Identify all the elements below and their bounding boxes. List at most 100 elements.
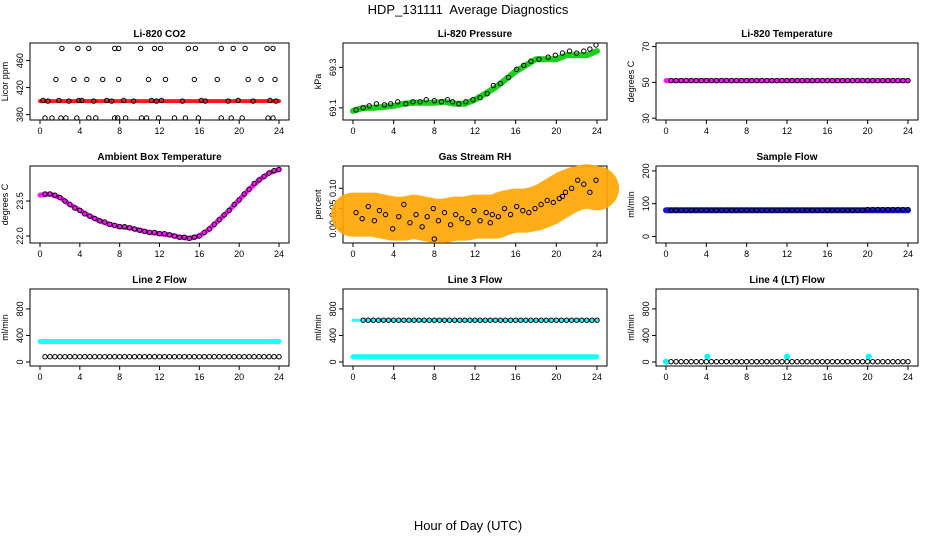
data-point xyxy=(272,76,278,83)
y-tick-label: 400 xyxy=(328,328,338,343)
data-point xyxy=(718,358,725,365)
data-point xyxy=(483,209,489,216)
data-point xyxy=(774,77,780,84)
data-point xyxy=(236,354,242,360)
data-point xyxy=(905,77,911,84)
data-point xyxy=(389,226,396,232)
data-point xyxy=(678,77,684,84)
x-axis-label: Hour of Day (UTC) xyxy=(413,518,523,533)
panel-title: Ambient Box Temperature xyxy=(97,152,222,163)
data-point xyxy=(678,358,684,365)
data-point xyxy=(728,77,735,84)
data-point xyxy=(151,229,158,236)
data-point xyxy=(370,317,377,323)
data-point xyxy=(116,223,123,230)
data-point xyxy=(809,77,815,84)
data-point xyxy=(905,358,911,365)
data-point xyxy=(416,317,422,323)
data-point xyxy=(226,354,232,360)
x-tick-label: 8 xyxy=(432,249,437,259)
data-point xyxy=(111,115,118,121)
x-tick-label: 24 xyxy=(274,126,284,136)
data-point xyxy=(271,354,277,360)
data-point xyxy=(84,76,90,83)
data-point xyxy=(115,76,122,83)
data-point xyxy=(373,101,380,107)
data-point xyxy=(104,97,110,104)
data-point xyxy=(446,317,453,323)
data-point xyxy=(151,45,158,52)
data-point xyxy=(271,167,277,174)
data-point xyxy=(93,115,99,121)
data-point xyxy=(708,358,715,365)
data-point xyxy=(86,45,92,52)
data-point xyxy=(890,206,896,213)
data-point xyxy=(895,358,901,365)
data-point xyxy=(241,191,247,197)
data-point xyxy=(403,101,409,107)
data-point xyxy=(764,207,770,213)
data-point xyxy=(698,207,704,213)
data-point xyxy=(66,98,72,104)
data-point xyxy=(216,216,222,223)
data-point xyxy=(195,115,202,121)
x-tick-label: 4 xyxy=(391,126,396,136)
data-point xyxy=(270,45,276,52)
data-point xyxy=(206,226,212,232)
data-point xyxy=(186,354,193,360)
series-band xyxy=(331,164,619,243)
data-point xyxy=(459,215,465,222)
data-point xyxy=(733,77,740,84)
data-point xyxy=(120,97,127,104)
data-point xyxy=(171,354,178,360)
data-point xyxy=(71,76,77,83)
data-point xyxy=(192,45,199,52)
data-point xyxy=(382,211,389,218)
data-point xyxy=(52,192,58,198)
panel-title: Line 3 Flow xyxy=(448,275,503,286)
data-point xyxy=(759,207,765,213)
data-point xyxy=(102,219,108,225)
y-tick-label: 0 xyxy=(641,360,651,365)
data-point xyxy=(196,354,203,360)
data-point xyxy=(829,207,836,213)
data-point xyxy=(880,358,886,365)
data-point xyxy=(794,207,800,213)
data-point xyxy=(456,101,462,107)
y-axis-label: percent xyxy=(313,189,323,220)
data-point xyxy=(452,211,459,218)
data-point xyxy=(435,218,442,224)
data-point xyxy=(441,209,448,216)
data-point xyxy=(844,207,851,213)
data-point xyxy=(678,207,684,213)
data-point xyxy=(161,230,168,237)
y-axis-label: kPa xyxy=(313,74,323,90)
data-point xyxy=(214,76,220,83)
chart-panel: Line 4 (LT) Flow ml/min 0 4 8 12 16 20 24 0 400 800 xyxy=(626,275,919,382)
x-tick-label: 20 xyxy=(551,249,561,259)
x-tick-label: 0 xyxy=(37,126,42,136)
data-point xyxy=(594,317,600,323)
data-point xyxy=(895,206,901,213)
data-point xyxy=(553,317,560,323)
x-tick-label: 4 xyxy=(704,249,709,259)
data-point xyxy=(216,354,222,360)
x-tick-label: 4 xyxy=(704,126,709,136)
data-point xyxy=(513,203,520,210)
data-point xyxy=(221,212,227,218)
data-point xyxy=(423,97,429,103)
data-point xyxy=(462,317,468,323)
data-point xyxy=(900,206,906,213)
data-point xyxy=(501,205,508,212)
data-point xyxy=(759,77,765,84)
data-point xyxy=(885,206,891,213)
data-point xyxy=(116,354,123,360)
data-point xyxy=(523,317,529,323)
data-point xyxy=(157,45,164,52)
data-point xyxy=(407,220,413,226)
data-point xyxy=(880,77,886,84)
data-point xyxy=(451,317,458,323)
data-point xyxy=(100,76,106,83)
data-point xyxy=(136,227,143,233)
data-point xyxy=(890,77,896,84)
